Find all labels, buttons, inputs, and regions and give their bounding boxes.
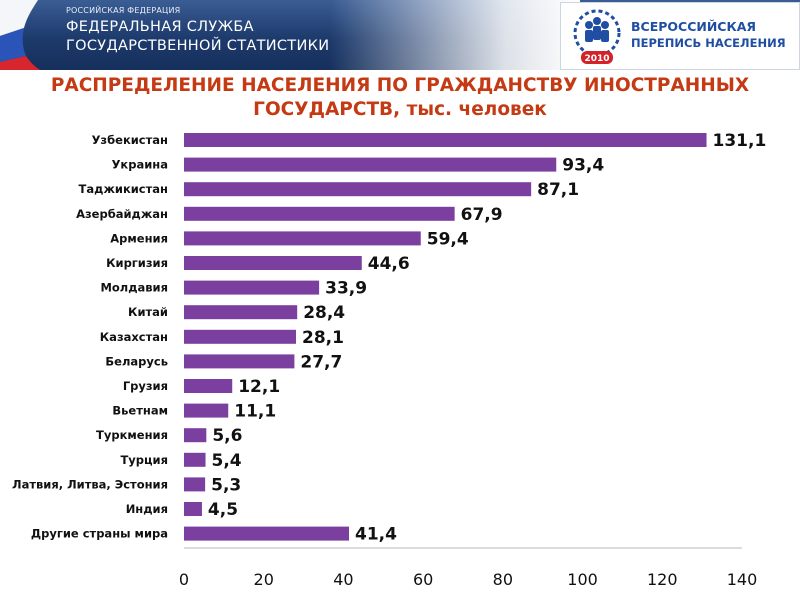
value-label: 28,1 (302, 328, 344, 348)
bar (184, 280, 320, 295)
category-label: Индия (126, 502, 168, 516)
bar (184, 477, 206, 492)
census-logo-icon: 2010 (573, 9, 621, 64)
bar (184, 526, 350, 541)
org-country-label: РОССИЙСКАЯ ФЕДЕРАЦИЯ (66, 6, 181, 15)
value-label: 5,6 (212, 426, 242, 446)
x-tick-label: 0 (179, 570, 189, 589)
category-label: Беларусь (105, 354, 168, 368)
value-label: 33,9 (325, 279, 367, 299)
category-label: Армения (110, 231, 168, 245)
org-name-line2: ГОСУДАРСТВЕННОЙ СТАТИСТИКИ (66, 38, 330, 54)
bar (184, 403, 229, 418)
bar (184, 231, 421, 246)
x-tick-label: 120 (647, 570, 678, 589)
org-name-line1: ФЕДЕРАЛЬНАЯ СЛУЖБА (66, 19, 254, 35)
value-label: 59,4 (427, 229, 469, 249)
category-label: Турция (120, 453, 168, 467)
x-tick-label: 40 (333, 570, 353, 589)
x-tick-label: 60 (413, 570, 433, 589)
category-label: Китай (128, 305, 168, 319)
value-label: 5,3 (211, 475, 241, 495)
census-title-line2: ПЕРЕПИСЬ НАСЕЛЕНИЯ (631, 36, 786, 50)
russian-flag-icon (0, 0, 40, 70)
value-label: 5,4 (212, 451, 242, 471)
x-tick-label: 20 (254, 570, 274, 589)
banner-fade (330, 0, 580, 70)
bar (184, 502, 202, 516)
value-label: 93,4 (562, 156, 604, 176)
value-label: 131,1 (713, 131, 767, 151)
category-label: Казахстан (100, 330, 168, 344)
category-label: Латвия, Литва, Эстония (12, 477, 168, 491)
value-label: 67,9 (461, 205, 503, 225)
category-label: Туркмения (96, 428, 168, 442)
census-year-label: 2010 (584, 54, 609, 64)
category-label: Украина (112, 158, 168, 172)
value-label: 44,6 (368, 254, 410, 274)
category-label: Таджикистан (79, 182, 168, 196)
x-tick-label: 140 (727, 570, 758, 589)
category-label: Грузия (123, 379, 168, 393)
bar (184, 329, 296, 344)
chart-title-line2: ГОСУДАРСТВ, тыс. человек (253, 99, 547, 120)
category-label: Молдавия (100, 281, 168, 295)
value-label: 4,5 (208, 500, 238, 520)
x-tick-label: 80 (493, 570, 513, 589)
value-label: 41,4 (355, 525, 397, 545)
bar (184, 133, 707, 147)
category-label: Азербайджан (76, 207, 168, 221)
value-label: 28,4 (303, 303, 345, 323)
x-tick-label: 100 (567, 570, 598, 589)
bar (184, 305, 298, 320)
category-label: Другие страны мира (31, 527, 168, 541)
value-label: 12,1 (238, 377, 280, 397)
chart-title: РАСПРЕДЕЛЕНИЕ НАСЕЛЕНИЯ ПО ГРАЖДАНСТВУ И… (0, 74, 800, 122)
census-title-line1: ВСЕРОССИЙСКАЯ (631, 19, 756, 34)
bar (184, 256, 362, 270)
bar (184, 379, 233, 393)
bar (184, 428, 207, 443)
category-label: Узбекистан (92, 133, 168, 147)
census-logo-box: 2010 ВСЕРОССИЙСКАЯ ПЕРЕПИСЬ НАСЕЛЕНИЯ (560, 2, 800, 70)
bar (184, 157, 557, 172)
category-label: Киргизия (106, 256, 168, 270)
chart-title-line1: РАСПРЕДЕЛЕНИЕ НАСЕЛЕНИЯ ПО ГРАЖДАНСТВУ И… (50, 75, 750, 96)
bar (184, 206, 455, 221)
header-banner: РОССИЙСКАЯ ФЕДЕРАЦИЯ ФЕДЕРАЛЬНАЯ СЛУЖБА … (0, 0, 800, 70)
value-label: 11,1 (234, 402, 276, 422)
bar (184, 354, 295, 369)
value-label: 27,7 (300, 352, 342, 372)
category-label: Вьетнам (112, 404, 168, 418)
x-ticks-layer: 0 20 40 60 80 100 120 140 (179, 570, 757, 589)
bar (184, 452, 206, 467)
bars-layer: Узбекистан 131,1 Украина 93,4 Таджикистан 87,… (12, 131, 766, 545)
bar (184, 182, 532, 197)
value-label: 87,1 (537, 180, 579, 200)
